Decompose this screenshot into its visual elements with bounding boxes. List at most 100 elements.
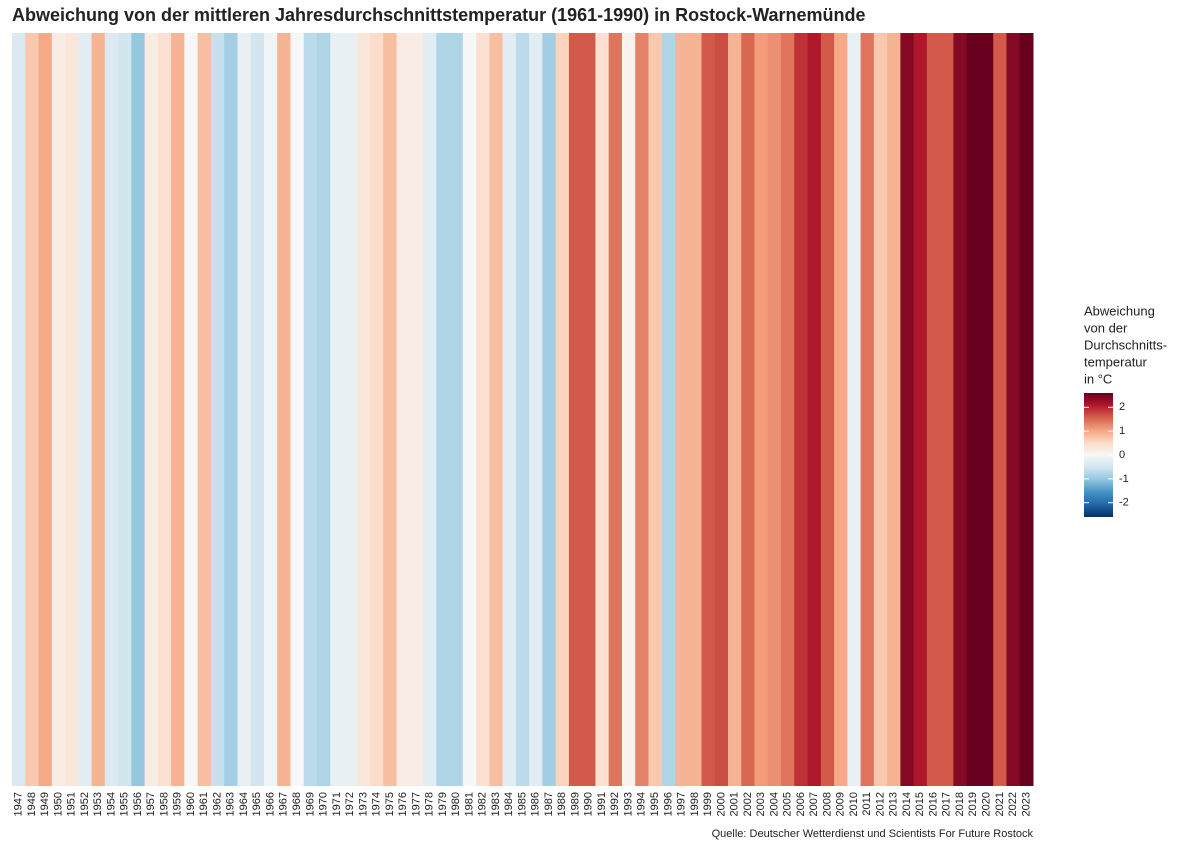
stripe xyxy=(661,33,676,786)
x-tick-label: 1956 xyxy=(132,792,144,816)
x-tick-label: 1959 xyxy=(172,792,184,816)
x-tick-label: 1961 xyxy=(198,792,210,816)
x-tick-label: 2009 xyxy=(835,792,847,816)
x-tick-label: 1964 xyxy=(238,792,250,816)
stripe xyxy=(277,33,291,786)
stripe xyxy=(210,33,225,786)
x-tick-label: 2013 xyxy=(888,792,900,816)
x-tick-label: 1977 xyxy=(410,792,422,816)
colorbar-label: -2 xyxy=(1119,497,1129,509)
stripe xyxy=(263,33,278,786)
x-tick-label: 2006 xyxy=(795,792,807,816)
stripe xyxy=(674,33,689,786)
x-tick-label: 2007 xyxy=(808,792,820,816)
x-tick-label: 1948 xyxy=(26,792,38,816)
legend-title: Abweichung xyxy=(1084,303,1155,318)
stripe xyxy=(582,33,596,786)
stripe xyxy=(701,33,716,786)
stripe xyxy=(25,33,40,786)
x-tick-label: 1981 xyxy=(463,792,475,816)
stripe xyxy=(290,33,305,786)
x-tick-label: 1953 xyxy=(92,792,104,816)
x-tick-label: 1993 xyxy=(622,792,634,816)
stripe xyxy=(568,33,583,786)
stripe xyxy=(237,33,252,786)
legend-title: von der xyxy=(1084,320,1128,335)
x-tick-label: 1994 xyxy=(636,792,648,816)
x-tick-label: 1996 xyxy=(662,792,674,816)
x-tick-label: 2005 xyxy=(782,792,794,816)
x-tick-label: 2014 xyxy=(901,792,913,816)
x-tick-label: 2008 xyxy=(821,792,833,816)
x-tick-label: 1963 xyxy=(225,792,237,816)
stripe xyxy=(436,33,451,786)
stripe xyxy=(515,33,530,786)
stripe xyxy=(953,33,968,786)
stripe xyxy=(688,33,703,786)
stripe xyxy=(356,33,371,786)
x-tick-label: 1990 xyxy=(583,792,595,816)
x-tick-label: 1957 xyxy=(145,792,157,816)
x-tick-label: 1950 xyxy=(52,792,64,816)
x-tick-label: 1982 xyxy=(477,792,489,816)
stripe xyxy=(979,33,994,786)
stripe xyxy=(78,33,93,786)
x-tick-label: 1998 xyxy=(689,792,701,816)
stripe xyxy=(807,33,822,786)
stripe xyxy=(847,33,862,786)
x-tick-label: 1951 xyxy=(66,792,78,816)
stripe xyxy=(741,33,756,786)
stripe xyxy=(250,33,265,786)
stripe xyxy=(529,33,543,786)
stripe xyxy=(409,33,424,786)
x-tick-label: 1984 xyxy=(503,792,515,816)
stripe xyxy=(462,33,477,786)
x-tick-label: 1969 xyxy=(304,792,316,816)
stripe xyxy=(1006,33,1021,786)
x-tick-label: 1978 xyxy=(424,792,436,816)
stripe xyxy=(489,33,504,786)
stripe xyxy=(184,33,199,786)
x-tick-label: 2011 xyxy=(861,792,873,816)
stripe xyxy=(621,33,636,786)
stripe xyxy=(370,33,384,786)
x-tick-label: 1949 xyxy=(39,792,51,816)
x-tick-label: 1995 xyxy=(649,792,661,816)
stripe xyxy=(555,33,570,786)
stripe xyxy=(728,33,742,786)
stripe xyxy=(900,33,915,786)
stripe xyxy=(330,33,344,786)
stripe xyxy=(316,33,331,786)
x-tick-label: 2010 xyxy=(848,792,860,816)
stripe xyxy=(502,33,517,786)
x-tick-label: 2022 xyxy=(1007,792,1019,816)
stripe xyxy=(781,33,795,786)
x-tick-label: 2003 xyxy=(755,792,767,816)
x-tick-label: 1960 xyxy=(185,792,197,816)
x-tick-label: 1989 xyxy=(569,792,581,816)
colorbar-label: 2 xyxy=(1119,401,1125,413)
stripe xyxy=(595,33,610,786)
stripe xyxy=(860,33,875,786)
x-tick-label: 2000 xyxy=(715,792,727,816)
x-tick-label: 1992 xyxy=(609,792,621,816)
stripe xyxy=(608,33,623,786)
x-tick-label: 1973 xyxy=(357,792,369,816)
stripe xyxy=(940,33,954,786)
stripe xyxy=(449,33,464,786)
x-tick-label: 1976 xyxy=(397,792,409,816)
x-tick-label: 1958 xyxy=(158,792,170,816)
x-tick-label: 1987 xyxy=(543,792,555,816)
stripe xyxy=(65,33,79,786)
x-tick-label: 2021 xyxy=(994,792,1006,816)
stripe xyxy=(224,33,238,786)
x-tick-label: 1983 xyxy=(490,792,502,816)
x-tick-label: 1979 xyxy=(437,792,449,816)
x-tick-label: 1954 xyxy=(105,792,117,816)
stripe xyxy=(91,33,106,786)
x-tick-label: 1975 xyxy=(384,792,396,816)
stripe xyxy=(303,33,318,786)
stripe xyxy=(873,33,888,786)
colorbar-label: 1 xyxy=(1119,425,1125,437)
stripe xyxy=(542,33,557,786)
